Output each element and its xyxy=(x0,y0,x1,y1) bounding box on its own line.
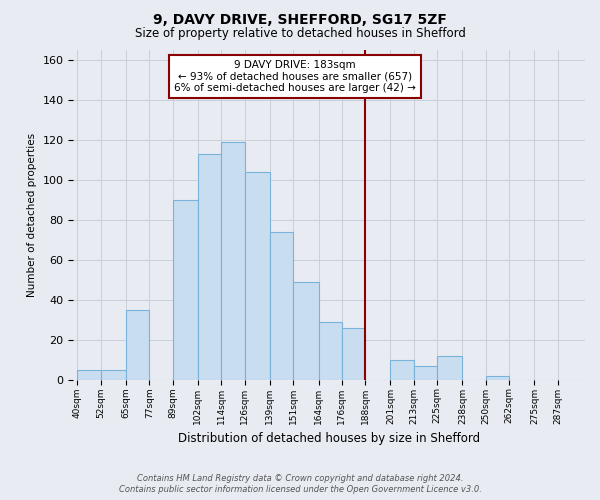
X-axis label: Distribution of detached houses by size in Shefford: Distribution of detached houses by size … xyxy=(178,432,480,445)
Bar xyxy=(414,366,437,380)
Bar xyxy=(101,370,126,380)
Y-axis label: Number of detached properties: Number of detached properties xyxy=(27,133,37,297)
Bar xyxy=(270,232,293,380)
Bar xyxy=(391,360,414,380)
Bar xyxy=(293,282,319,380)
Bar xyxy=(437,356,463,380)
Bar xyxy=(77,370,101,380)
Bar xyxy=(486,376,509,380)
Bar xyxy=(126,310,149,380)
Text: 9, DAVY DRIVE, SHEFFORD, SG17 5ZF: 9, DAVY DRIVE, SHEFFORD, SG17 5ZF xyxy=(153,12,447,26)
Bar xyxy=(198,154,221,380)
Text: Size of property relative to detached houses in Shefford: Size of property relative to detached ho… xyxy=(134,28,466,40)
Bar xyxy=(221,142,245,380)
Bar xyxy=(342,328,365,380)
Bar xyxy=(173,200,198,380)
Bar xyxy=(245,172,270,380)
Bar xyxy=(319,322,342,380)
Text: 9 DAVY DRIVE: 183sqm
← 93% of detached houses are smaller (657)
6% of semi-detac: 9 DAVY DRIVE: 183sqm ← 93% of detached h… xyxy=(174,60,416,93)
Text: Contains HM Land Registry data © Crown copyright and database right 2024.
Contai: Contains HM Land Registry data © Crown c… xyxy=(119,474,481,494)
